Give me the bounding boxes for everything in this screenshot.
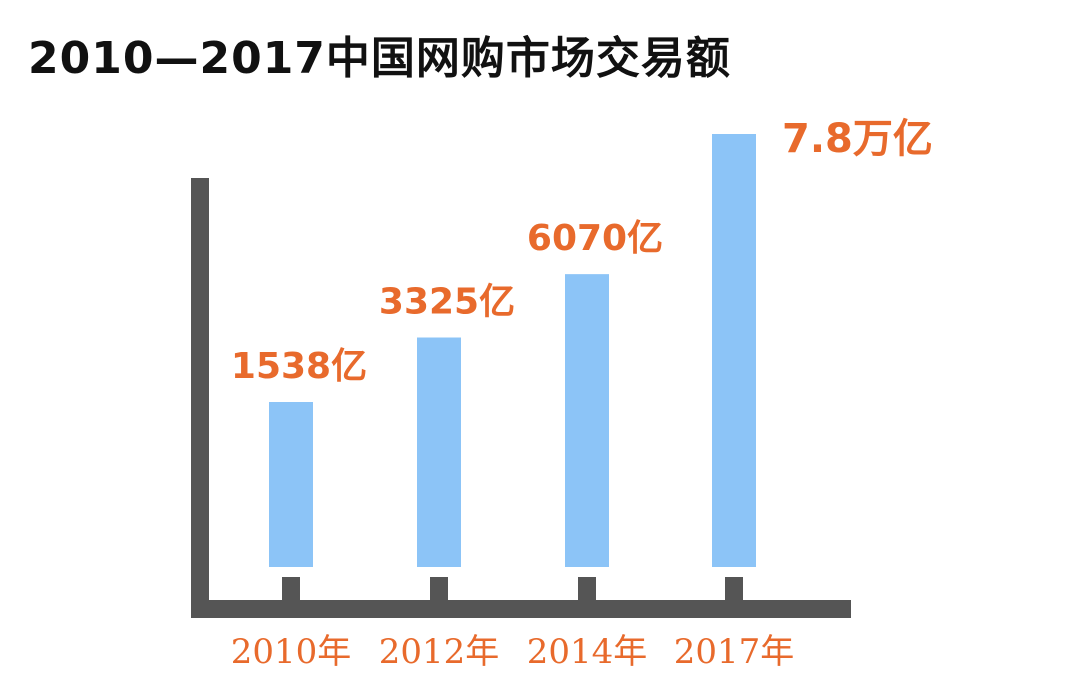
x-tick-label-0: 2010年 bbox=[231, 632, 352, 672]
x-tick-label-1: 2012年 bbox=[379, 632, 500, 672]
chart-title: 2010—2017中国网购市场交易额 bbox=[28, 33, 731, 84]
x-tick-label-3: 2017年 bbox=[674, 632, 795, 672]
bar-1 bbox=[417, 337, 461, 567]
data-label-0: 1538亿 bbox=[231, 346, 367, 387]
bar-0 bbox=[269, 402, 313, 567]
tick-mark-0 bbox=[282, 577, 300, 601]
data-label-2: 6070亿 bbox=[527, 218, 663, 259]
data-label-3: 7.8万亿 bbox=[782, 116, 933, 162]
x-tick-label-2: 2014年 bbox=[527, 632, 648, 672]
tick-mark-2 bbox=[578, 577, 596, 601]
tick-mark-1 bbox=[430, 577, 448, 601]
bars-layer bbox=[269, 134, 756, 567]
y-axis-line bbox=[191, 178, 209, 618]
bar-2 bbox=[565, 274, 609, 567]
labels-layer: 2010年 1538亿 2012年 3325亿 2014年 6070亿 2017年 7.8万亿 bbox=[231, 116, 933, 672]
ticks-layer bbox=[282, 577, 743, 601]
bar-3 bbox=[712, 134, 756, 567]
tick-mark-3 bbox=[725, 577, 743, 601]
x-axis-line bbox=[191, 600, 851, 618]
data-label-1: 3325亿 bbox=[379, 282, 515, 323]
